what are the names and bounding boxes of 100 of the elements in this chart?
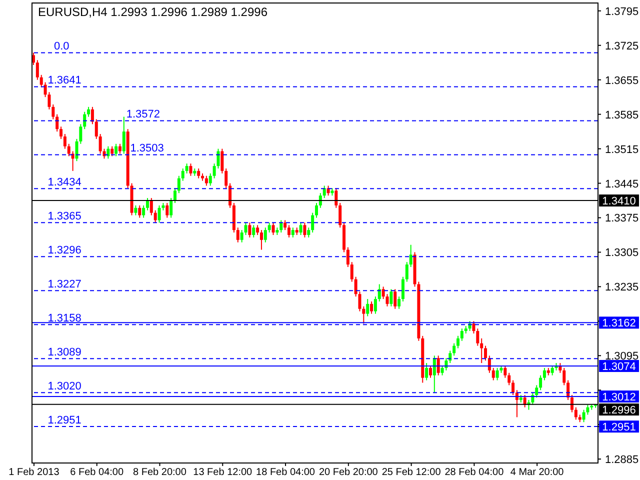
candlestick — [244, 222, 248, 236]
candlestick — [79, 124, 82, 144]
y-tick-label: 1.3585 — [605, 109, 639, 122]
candlestick — [366, 298, 370, 317]
candlestick — [338, 202, 342, 228]
candlestick — [322, 185, 326, 199]
ref-line-label: 1.3572 — [126, 108, 160, 121]
candlestick — [386, 294, 389, 307]
candlestick — [496, 367, 499, 381]
candlestick — [208, 172, 212, 186]
candlestick — [240, 230, 244, 243]
candlestick — [185, 163, 188, 174]
x-tick-label: 20 Feb 20:00 — [318, 467, 378, 478]
candlestick — [370, 300, 374, 314]
ref-line-label: 1.3227 — [48, 278, 82, 291]
ref-line-label: 1.3020 — [48, 380, 82, 393]
candlestick — [204, 175, 208, 186]
candlestick — [174, 188, 176, 204]
ref-line-label: 1.3296 — [48, 244, 82, 257]
candlestick — [562, 367, 566, 386]
ref-line-label: 1.3503 — [130, 142, 164, 155]
candlestick — [456, 335, 460, 349]
candlestick — [432, 355, 436, 394]
candlestick — [291, 227, 294, 238]
ref-line-label: 1.3434 — [48, 176, 82, 189]
candlestick — [374, 296, 377, 314]
candlestick — [40, 74, 43, 88]
ref-line-label: 1.3641 — [48, 74, 82, 87]
candlestick — [150, 198, 153, 216]
candlestick — [512, 380, 515, 396]
y-tick-label: 1.3235 — [605, 282, 639, 294]
candlestick — [67, 143, 70, 157]
candlestick — [480, 338, 484, 364]
candlestick — [508, 372, 511, 386]
candlestick — [63, 134, 66, 150]
candlestick — [280, 220, 283, 234]
x-tick-label: 18 Feb 04:00 — [256, 467, 316, 478]
candlestick — [299, 222, 302, 236]
y-tick-label: 1.2885 — [605, 454, 639, 466]
y-tick-label: 1.3795 — [605, 6, 639, 18]
y-tick-label: 1.3375 — [605, 212, 639, 225]
candlestick — [142, 204, 146, 218]
candlestick — [452, 342, 456, 356]
candlestick — [166, 202, 169, 218]
candlestick — [134, 204, 138, 216]
y-tick-label: 1.3725 — [605, 40, 639, 52]
candlestick — [252, 224, 256, 238]
x-tick-label: 25 Feb 12:00 — [382, 467, 442, 478]
candlestick — [52, 104, 55, 120]
candlestick — [36, 60, 39, 80]
annotation: 0.0 — [54, 40, 70, 53]
candlestick — [570, 394, 574, 413]
ref-line-label: 1.3410 — [602, 195, 636, 208]
y-tick-label: 1.3095 — [605, 350, 639, 363]
candlestick — [224, 168, 228, 189]
candlestick — [122, 116, 126, 154]
candlestick — [87, 106, 90, 118]
candlestick — [539, 374, 542, 391]
candlestick — [484, 345, 488, 362]
x-tick-label: 13 Feb 12:00 — [193, 467, 253, 478]
candlestick — [197, 168, 200, 179]
ref-line-label: 1.3162 — [602, 318, 636, 330]
candlestick — [75, 138, 78, 162]
candlestick — [476, 328, 480, 346]
candlestick — [71, 150, 74, 172]
ref-line-label: 1.3365 — [48, 210, 82, 223]
y-tick-label: 1.3515 — [605, 144, 639, 156]
y-tick-label: 1.2951 — [602, 422, 636, 434]
x-tick-label: 4 Mar 20:00 — [510, 467, 564, 478]
candlestick — [287, 224, 290, 238]
candlestick — [260, 230, 263, 250]
x-tick-label: 28 Feb 04:00 — [444, 467, 504, 478]
candlestick — [504, 364, 507, 378]
candlestick — [405, 262, 408, 282]
candlestick — [472, 320, 476, 334]
candlestick — [460, 328, 464, 342]
candlestick — [264, 227, 267, 243]
ref-line-label: 1.3158 — [48, 312, 82, 325]
candlestick — [236, 227, 240, 243]
candlestick — [390, 288, 393, 307]
candlestick — [409, 244, 412, 268]
candlestick — [220, 148, 224, 174]
ref-line-label: 1.3074 — [602, 360, 636, 373]
candlestick — [362, 306, 366, 324]
ref-line-label: 1.2996 — [602, 404, 636, 417]
candlestick — [425, 362, 428, 381]
chart-title: EURUSD,H4 1.2993 1.2996 1.2989 1.2996 — [38, 5, 268, 19]
candlestick — [378, 284, 381, 302]
y-tick-label: 1.3655 — [605, 74, 639, 87]
candlestick — [118, 143, 122, 154]
candlestick — [60, 126, 63, 140]
candlestick — [346, 246, 350, 268]
candlestick — [436, 355, 440, 376]
ref-line-label: 1.3012 — [602, 392, 636, 404]
candlestick — [428, 364, 432, 378]
candlestick — [334, 188, 338, 208]
candlestick — [398, 296, 401, 310]
x-tick-label: 6 Feb 04:00 — [70, 467, 124, 478]
candlestick — [154, 210, 157, 224]
candlestick — [315, 202, 318, 218]
